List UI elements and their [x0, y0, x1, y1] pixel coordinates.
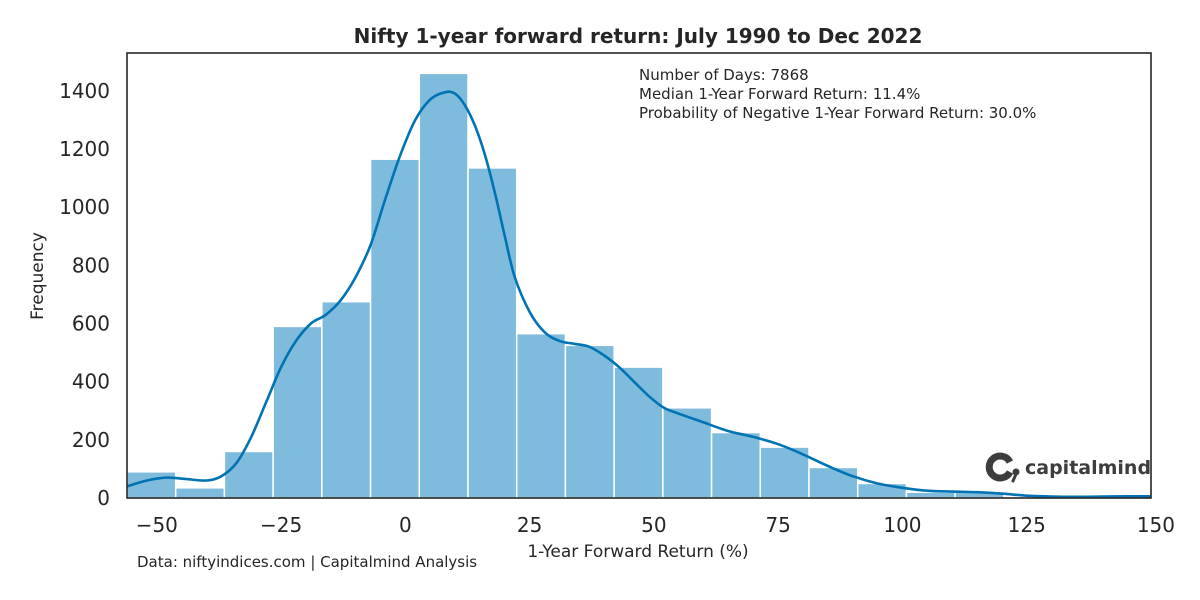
plot-frame — [126, 52, 1152, 499]
stats-line-median: Median 1-Year Forward Return: 11.4% — [639, 85, 920, 103]
y-tick-label: 1400 — [59, 79, 110, 103]
x-tick-label: −25 — [260, 513, 302, 537]
x-tick-label: −50 — [136, 513, 178, 537]
y-axis-ticks: 0 200 400 600 800 1000 1200 1400 — [59, 79, 110, 510]
histogram-bar-2 — [223, 450, 274, 499]
stats-annotation: Number of Days: 7868 Median 1-Year Forwa… — [639, 66, 1036, 122]
x-tick-label: 25 — [517, 513, 542, 537]
histogram-bar-5 — [369, 158, 421, 499]
x-tick-label: 150 — [1137, 513, 1175, 537]
y-tick-label: 200 — [72, 428, 110, 452]
data-source-note: Data: niftyindices.com | Capitalmind Ana… — [137, 553, 477, 571]
histogram-bar-10 — [613, 366, 664, 499]
histogram-bar-4 — [321, 300, 372, 499]
y-tick-label: 0 — [97, 486, 110, 510]
y-tick-label: 1200 — [59, 137, 110, 161]
x-axis-ticks: −50 −25 0 25 50 75 100 125 150 — [136, 513, 1175, 537]
x-tick-label: 75 — [765, 513, 790, 537]
histogram-bar-7 — [467, 167, 518, 499]
x-tick-label: 125 — [1008, 513, 1046, 537]
x-tick-label: 0 — [399, 513, 412, 537]
x-tick-label: 50 — [641, 513, 666, 537]
capitalmind-logo-text: capitalmind — [1025, 457, 1151, 479]
kde-density-line — [126, 90, 1152, 499]
histogram-bars — [126, 72, 1151, 499]
y-tick-label: 800 — [72, 253, 110, 277]
stats-line-probability: Probability of Negative 1-Year Forward R… — [639, 104, 1036, 122]
y-axis-label: Frequency — [28, 232, 48, 320]
histogram-bar-16 — [905, 491, 956, 499]
stats-line-days: Number of Days: 7868 — [639, 66, 809, 84]
capitalmind-logo: capitalmind — [985, 452, 1151, 483]
histogram-bar-9 — [564, 344, 615, 499]
histogram-bar-6 — [418, 72, 469, 499]
histogram-bar-14 — [808, 466, 859, 499]
histogram-bar-3 — [272, 325, 323, 499]
histogram-bar-8 — [515, 332, 567, 499]
x-tick-label: 100 — [883, 513, 921, 537]
capitalmind-logo-icon — [985, 452, 1020, 483]
y-tick-label: 600 — [72, 311, 110, 335]
chart-title: Nifty 1-year forward return: July 1990 t… — [354, 24, 923, 48]
y-tick-label: 400 — [72, 370, 110, 394]
histogram-bar-12 — [710, 431, 762, 499]
y-tick-label: 1000 — [59, 195, 110, 219]
histogram-bar-1 — [174, 487, 226, 499]
x-axis-label: 1-Year Forward Return (%) — [527, 542, 748, 562]
